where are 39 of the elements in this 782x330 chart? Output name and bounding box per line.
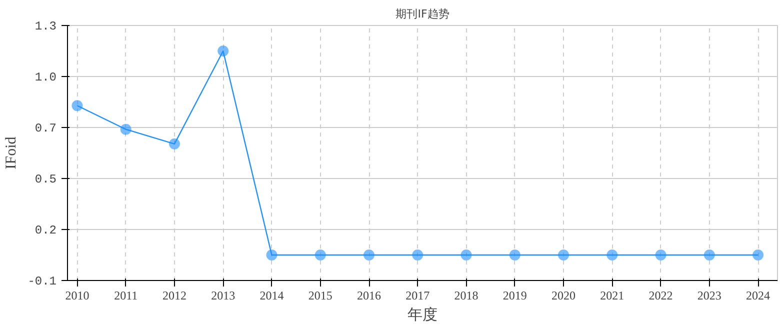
x-tick-label: 2014	[260, 288, 284, 302]
y-axis-title: IFoid	[4, 136, 20, 170]
point	[218, 46, 229, 56]
x-tick-label: 2021	[600, 288, 624, 302]
x-tick-label: 2011	[114, 288, 138, 302]
x-tick-label: 2012	[162, 288, 186, 302]
y-tick-label: 0.7	[34, 122, 57, 136]
point	[266, 250, 278, 260]
x-tick-label: 2017	[406, 288, 430, 302]
x-tick-label: 2024	[746, 288, 770, 302]
y-tick-label: -0.1	[28, 274, 57, 288]
y-tick-label: 1.0	[34, 70, 57, 84]
x-tick-label: 2022	[648, 288, 673, 302]
x-tick-label: 2015	[308, 288, 332, 302]
point	[364, 250, 375, 260]
x-tick-label: 2019	[502, 288, 527, 302]
x-tick-label: 2010	[65, 288, 90, 302]
point	[412, 250, 424, 260]
point	[509, 250, 520, 260]
x-tick-label: 2018	[454, 288, 478, 302]
point	[120, 124, 132, 135]
point	[655, 250, 666, 260]
x-tick-label: 2020	[552, 288, 576, 302]
y-tick-label: 0.5	[34, 172, 57, 186]
x-tick-label: 2013	[211, 288, 236, 302]
point	[704, 250, 715, 260]
point	[558, 250, 570, 260]
x-tick-label: 2023	[697, 288, 722, 302]
y-tick-label: 0.2	[34, 224, 57, 238]
point	[606, 250, 618, 260]
y-tick-label: 1.3	[34, 20, 57, 34]
point	[314, 250, 326, 260]
point	[72, 100, 83, 112]
x-tick-label: 2016	[357, 288, 382, 302]
point	[168, 138, 180, 150]
point	[752, 250, 764, 260]
chart-title: 期刊IF趋势	[396, 8, 450, 20]
x-axis-title: 年度	[408, 306, 438, 324]
point	[460, 250, 472, 260]
